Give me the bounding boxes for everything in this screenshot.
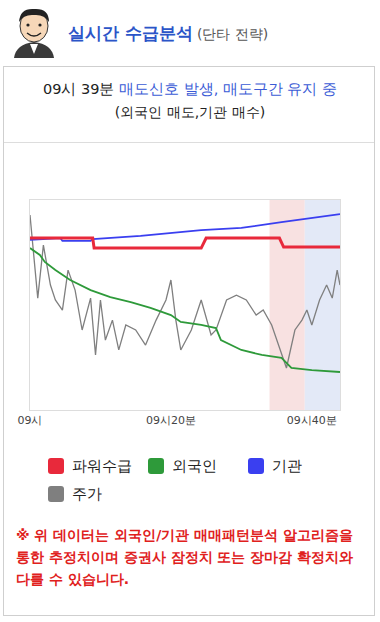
html-text:기관: 기관 [272,456,302,475]
html-text:파워수급: 파워수급 [72,456,132,475]
svg-text:09시: 09시 [18,414,43,427]
html-text:09시 39분 매도신호 발생, 매도구간 유지 중: 09시 39분 매도신호 발생, 매도구간 유지 중 [42,81,338,97]
html-text:※ 위 데이터는 외국인/기관 매매패턴분석 알고리즘을 통: ※ 위 데이터는 외국인/기관 매매패턴분석 알고리즘을 통한 추정치이며 증권… [16,527,354,587]
svg-text:09시20분: 09시20분 [146,414,196,427]
svg-text:09시40분: 09시40분 [287,414,337,427]
html-text:실시간 수급분석 (단타 전략): 실시간 수급분석 (단타 전략) [68,23,269,43]
html-text:(외국인 매도,기관 매수): (외국인 매도,기관 매수) [114,104,266,120]
html-text:외국인: 외국인 [172,456,217,475]
html-text:주가: 주가 [72,484,102,503]
